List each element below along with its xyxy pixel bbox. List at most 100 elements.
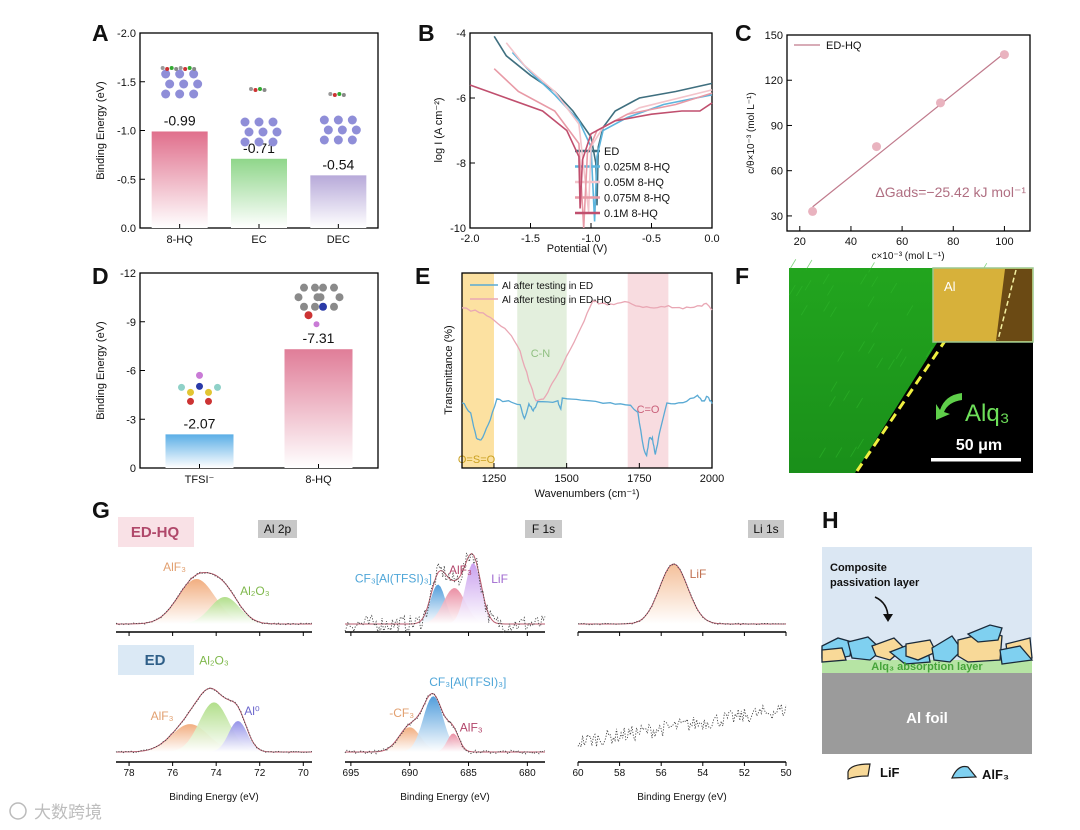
row-tag-ed-bg bbox=[118, 645, 194, 675]
x-tick-label: 680 bbox=[519, 768, 536, 779]
peak-label: AlF₃ bbox=[151, 709, 174, 723]
peak-label: AlF₃ bbox=[449, 563, 472, 577]
y-tick-label: 90 bbox=[771, 120, 783, 132]
x-tick-label: 80 bbox=[947, 236, 959, 248]
texture bbox=[871, 322, 879, 333]
texture bbox=[867, 296, 875, 307]
texture bbox=[804, 279, 812, 291]
atom bbox=[294, 293, 303, 302]
scale-bar-label: 50 μm bbox=[956, 437, 1002, 454]
texture bbox=[899, 356, 907, 367]
legend-label: ED bbox=[604, 146, 619, 158]
atom bbox=[205, 397, 212, 405]
texture bbox=[835, 447, 843, 458]
panel-letter-e: E bbox=[415, 263, 430, 289]
ftir-plot-axes bbox=[461, 272, 713, 469]
x-tick-label: -1.0 bbox=[582, 233, 601, 245]
peak-label: -CF₃ bbox=[389, 706, 414, 720]
subpanel-title: Li 1s bbox=[753, 522, 778, 536]
y-tick-label: -4 bbox=[456, 28, 466, 40]
y-tick-label: -0.5 bbox=[117, 174, 136, 186]
adsorbed-molecule-icon bbox=[328, 92, 346, 97]
atom bbox=[328, 92, 333, 96]
y-tick-label: -8 bbox=[456, 158, 466, 170]
inset-dark-region bbox=[996, 269, 1032, 341]
atom bbox=[258, 87, 262, 91]
atom bbox=[205, 388, 212, 396]
atom bbox=[319, 283, 327, 292]
y-tick-label: -9 bbox=[126, 317, 136, 329]
row-tag-ed: ED bbox=[145, 652, 166, 669]
tfsi-molecule-icon bbox=[178, 371, 221, 405]
ftir-spectrum-1 bbox=[461, 300, 713, 402]
atom bbox=[165, 67, 170, 71]
atom bbox=[330, 302, 338, 311]
atom bbox=[192, 67, 197, 71]
peak-label: CF₃[Al(TFSI)₃] bbox=[429, 675, 506, 689]
raw-data-dots bbox=[115, 686, 313, 754]
atom bbox=[169, 66, 174, 70]
x-tick-label: 2000 bbox=[700, 473, 724, 485]
x-category-label: TFSI⁻ bbox=[185, 474, 215, 486]
data-point bbox=[935, 98, 945, 108]
envelope-fit bbox=[116, 571, 312, 625]
watermark-logo-icon bbox=[9, 802, 27, 820]
x-tick-label: 74 bbox=[211, 768, 223, 779]
data-point bbox=[999, 50, 1009, 60]
y-axis-label: c/θ×10⁻³ (mol L⁻¹) bbox=[746, 92, 757, 173]
atom bbox=[330, 283, 338, 292]
highlight-region bbox=[462, 273, 494, 468]
alq3-label: Alq₃ bbox=[965, 400, 1009, 427]
atom bbox=[300, 283, 308, 292]
highlight-region bbox=[627, 273, 669, 468]
x-tick-label: 690 bbox=[401, 768, 418, 779]
peak-label: LiF bbox=[491, 572, 508, 586]
atom bbox=[175, 89, 185, 99]
atom bbox=[323, 125, 333, 135]
x-tick-label: 54 bbox=[697, 768, 709, 779]
row-tag-ed-hq-bg bbox=[118, 517, 194, 547]
inset-boundary-line bbox=[997, 269, 1017, 341]
langmuir-plot-axes bbox=[786, 34, 1031, 232]
atom bbox=[161, 69, 171, 79]
x-tick-label: 40 bbox=[845, 236, 857, 248]
x-axis-label: Potential (V) bbox=[547, 243, 608, 255]
texture bbox=[829, 396, 836, 407]
y-axis-label: Transmittance (%) bbox=[443, 325, 455, 414]
y-tick-label: -1.5 bbox=[117, 77, 136, 89]
delta-g-annotation: ΔGads=−25.42 kJ mol⁻¹ bbox=[875, 184, 1026, 200]
x-tick-label: 0.0 bbox=[704, 233, 719, 245]
al-foil-label: Al foil bbox=[906, 710, 948, 727]
x-tick-label: 52 bbox=[739, 768, 751, 779]
atom bbox=[319, 135, 329, 145]
alf3-legend-icon bbox=[951, 765, 978, 779]
fitted-peak-1 bbox=[345, 696, 545, 752]
panel-letter-c: C bbox=[735, 20, 752, 46]
x-tick-label: -0.5 bbox=[642, 233, 661, 245]
x-tick-label: 76 bbox=[167, 768, 179, 779]
bar-value-label: -0.99 bbox=[164, 112, 196, 128]
atom bbox=[333, 135, 343, 145]
subpanel-title: Al 2p bbox=[264, 522, 292, 536]
legend-label: Al after testing in ED bbox=[502, 281, 593, 292]
x-axis-label: Wavenumbers (cm⁻¹) bbox=[534, 488, 639, 500]
atom bbox=[178, 66, 183, 70]
x-tick-label: 685 bbox=[460, 768, 477, 779]
texture bbox=[788, 284, 796, 296]
ftir-spectrum-0 bbox=[461, 394, 713, 458]
al-foil-layer bbox=[822, 673, 1032, 754]
texture bbox=[925, 346, 933, 358]
y-tick-label: 0.0 bbox=[121, 223, 136, 235]
x-tick-label: 20 bbox=[794, 236, 806, 248]
alq3-absorption-layer bbox=[822, 660, 1032, 673]
texture bbox=[890, 282, 898, 294]
atom bbox=[183, 67, 188, 71]
bar-tfsi⁻ bbox=[165, 434, 234, 468]
y-tick-label: 150 bbox=[765, 30, 783, 42]
atom bbox=[337, 92, 342, 96]
fitted-peak-1 bbox=[116, 702, 312, 752]
texture bbox=[837, 351, 844, 362]
atom bbox=[311, 302, 319, 311]
y-axis-label: log I (A cm⁻²) bbox=[433, 97, 445, 162]
x-tick-label: 1750 bbox=[627, 473, 651, 485]
